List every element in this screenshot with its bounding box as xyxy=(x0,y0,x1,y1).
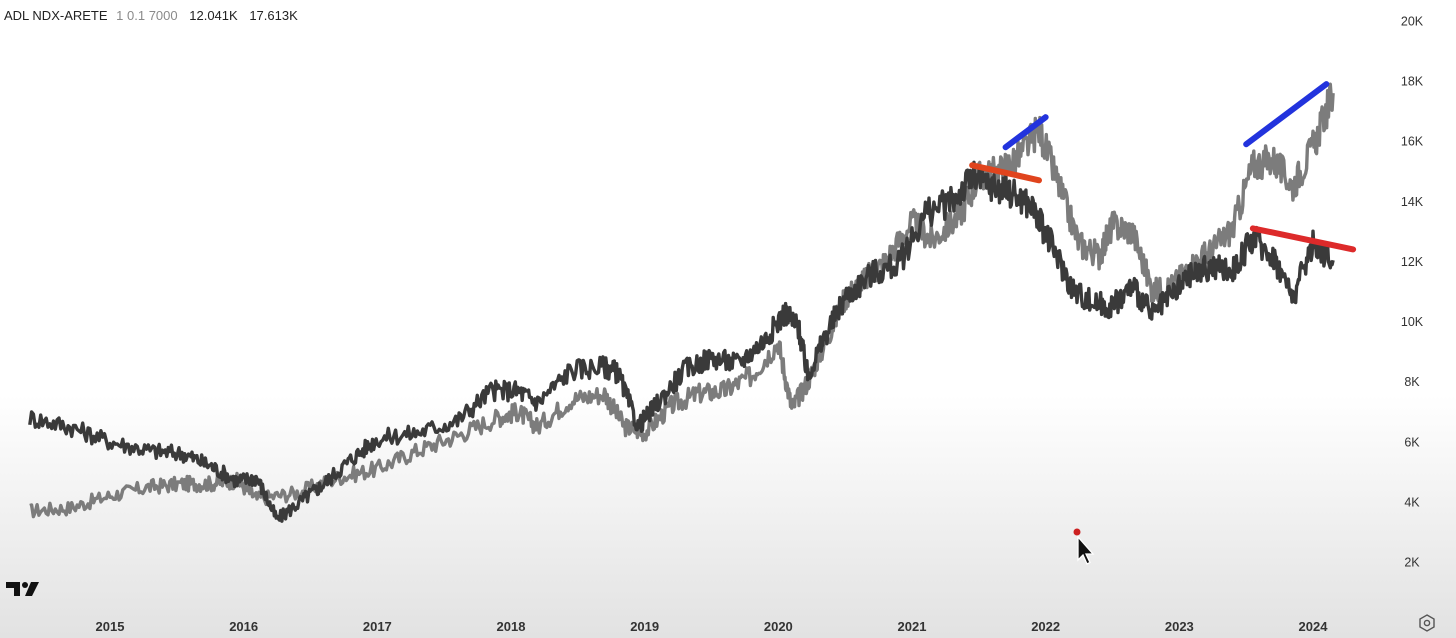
trendline-3[interactable] xyxy=(969,162,1042,184)
y-tick-label: 8K xyxy=(1404,375,1420,389)
x-tick-label: 2019 xyxy=(630,619,659,634)
y-tick-label: 10K xyxy=(1401,315,1424,329)
tradingview-logo-icon[interactable] xyxy=(6,580,40,603)
legend-value-1: 12.041K xyxy=(189,8,238,23)
settings-icon[interactable] xyxy=(1418,614,1436,637)
x-tick-label: 2018 xyxy=(497,619,526,634)
y-tick-label: 6K xyxy=(1404,435,1420,449)
y-axis: 2K 4K 6K 8K 10K 12K 14K 16K 18K 20K xyxy=(1401,15,1424,570)
mouse-cursor-icon xyxy=(1071,527,1097,572)
y-tick-label: 12K xyxy=(1401,255,1424,269)
x-tick-label: 2024 xyxy=(1299,619,1329,634)
legend-value-2: 17.613K xyxy=(249,8,298,23)
y-tick-label: 14K xyxy=(1401,195,1424,209)
y-tick-label: 18K xyxy=(1401,75,1424,89)
legend: ADL NDX-ARETE 1 0.1 7000 12.041K 17.613K xyxy=(4,8,298,23)
y-tick-label: 2K xyxy=(1404,556,1420,570)
x-tick-label: 2016 xyxy=(229,619,258,634)
x-tick-label: 2017 xyxy=(363,619,392,634)
trendline-2[interactable] xyxy=(1243,81,1330,148)
x-tick-label: 2023 xyxy=(1165,619,1194,634)
legend-params: 1 0.1 7000 xyxy=(116,8,178,23)
trendline-1[interactable] xyxy=(1002,114,1049,151)
y-tick-label: 20K xyxy=(1401,15,1424,29)
series-layer xyxy=(28,82,1335,523)
series-line-adl xyxy=(28,160,1335,523)
x-tick-label: 2020 xyxy=(764,619,793,634)
y-tick-label: 16K xyxy=(1401,135,1424,149)
x-tick-label: 2022 xyxy=(1031,619,1060,634)
x-tick-label: 2021 xyxy=(898,619,927,634)
x-tick-label: 2015 xyxy=(96,619,125,634)
trendline-4[interactable] xyxy=(1249,225,1357,253)
trendline-annotations xyxy=(969,81,1357,253)
legend-title: ADL NDX-ARETE xyxy=(4,8,108,23)
x-axis: 2015 2016 2017 2018 2019 2020 2021 2022 2023 2024 xyxy=(96,619,1329,634)
y-tick-label: 4K xyxy=(1404,495,1420,509)
